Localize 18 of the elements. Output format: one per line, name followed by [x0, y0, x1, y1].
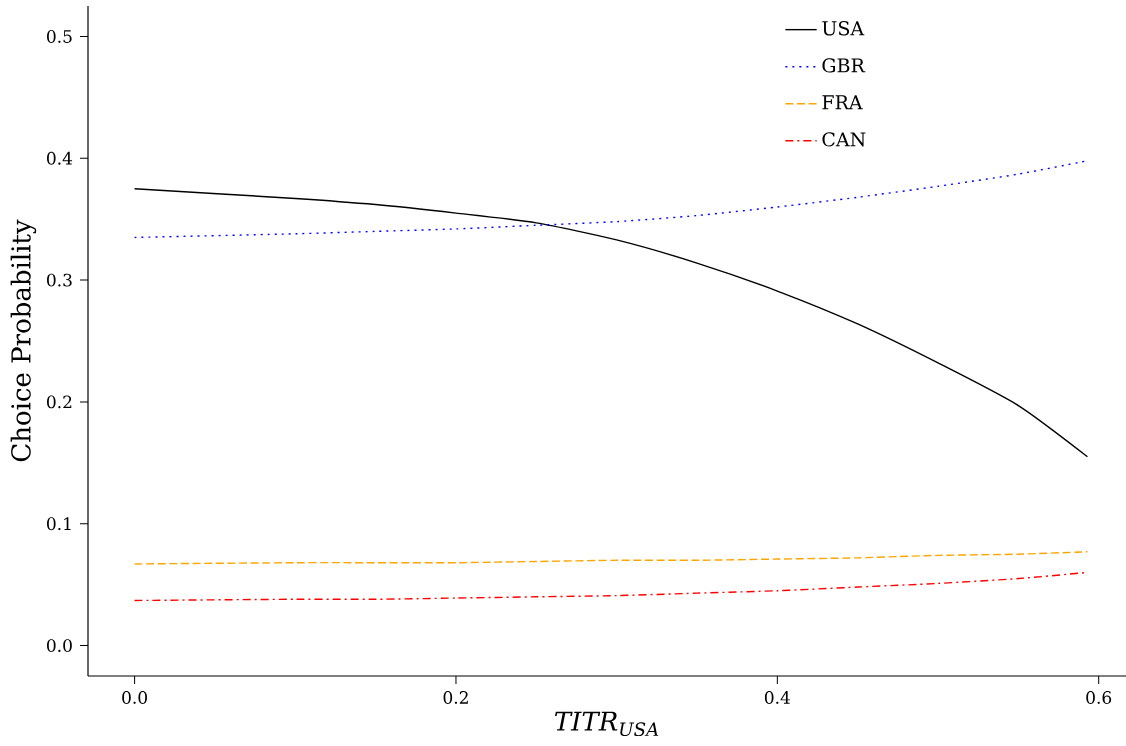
y-axis-title: Choice Probability: [10, 219, 37, 462]
legend-label: USA: [822, 21, 865, 36]
x-tick-label: 0.4: [764, 691, 790, 704]
legend-label: GBR: [822, 58, 866, 73]
y-tick-label: 0.2: [47, 395, 72, 409]
y-tick-label: 0.0: [47, 639, 72, 652]
y-tick-label: 0.1: [47, 517, 71, 531]
y-tick-label: 0.5: [47, 30, 72, 43]
x-tick-label: 0.2: [443, 691, 468, 704]
x-tick-label: 0.6: [1086, 691, 1112, 704]
legend-label: FRA: [822, 95, 863, 110]
line-series: [133, 551, 1089, 565]
legend-label: CAN: [822, 132, 866, 147]
x-tick-label: 0.0: [122, 691, 147, 704]
x-axis-title: TITR$_{USA}$: [554, 711, 659, 737]
line-series: [133, 188, 1089, 458]
y-tick-label: 0.4: [47, 151, 73, 165]
y-tick-label: 0.3: [47, 273, 72, 287]
